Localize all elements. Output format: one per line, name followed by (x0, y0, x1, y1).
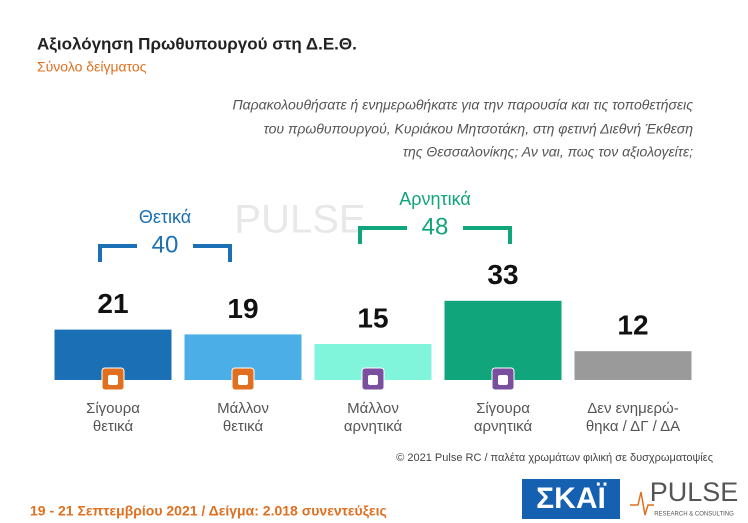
x-tick-label: Δεν ενημερώ- (587, 400, 678, 417)
pulse-logo-icon (630, 491, 654, 516)
question: του πρωθυπουργού, Κυριάκου Μητσοτάκη, στ… (264, 121, 694, 137)
group-label: Θετικά (139, 207, 191, 227)
x-tick-label: Μάλλον (347, 400, 399, 417)
value-label: 21 (97, 288, 128, 319)
x-tick-label: θηκα / ΔΓ / ΔΑ (586, 418, 680, 435)
x-tick-label: Σίγουρα (476, 400, 530, 417)
group-value: 40 (152, 231, 179, 258)
bar (444, 300, 562, 380)
x-tick-label: Σίγουρα (86, 400, 140, 417)
group-label: Αρνητικά (399, 189, 471, 209)
pulse-logo: PULSE (650, 477, 739, 507)
bar (574, 351, 692, 380)
question: της Θεσσαλονίκης; Αν ναι, πως τον αξιολο… (403, 144, 693, 160)
icon-thumb (368, 375, 378, 385)
credit: © 2021 Pulse RC / παλέτα χρωμάτων φιλική… (396, 452, 713, 464)
skai-logo-box (522, 479, 620, 519)
pulse-logo-sub: RESEARCH & CONSULTING (654, 512, 734, 518)
x-tick-label: θετικά (93, 418, 134, 435)
skai-logo: ΣΚΑΪ (536, 482, 606, 515)
value-label: 19 (227, 293, 258, 324)
value-label: 12 (617, 310, 648, 341)
value-label: 15 (357, 302, 388, 333)
x-tick-label: θετικά (223, 418, 264, 435)
icon-thumb (498, 375, 508, 385)
x-tick-label: αρνητικά (344, 418, 403, 435)
x-tick-label: αρνητικά (474, 418, 533, 435)
x-tick-label: Μάλλον (217, 400, 269, 417)
value-label: 33 (487, 259, 518, 290)
group-bracket (358, 226, 512, 244)
chart-subtitle: Σύνολο δείγματος (37, 59, 147, 75)
footer: 19 - 21 Σεπτεμβρίου 2021 / Δείγμα: 2.018… (30, 503, 387, 519)
group-value: 48 (422, 213, 449, 240)
icon-thumb (238, 375, 248, 385)
question: Παρακολουθήσατε ή ενημερωθήκατε για την … (233, 97, 694, 113)
watermark: PULSE (234, 198, 365, 242)
icon-thumb (108, 375, 118, 385)
chart-title: Αξιολόγηση Πρωθυπουργού στη Δ.Ε.Θ. (37, 34, 357, 53)
group-bracket (98, 244, 232, 262)
